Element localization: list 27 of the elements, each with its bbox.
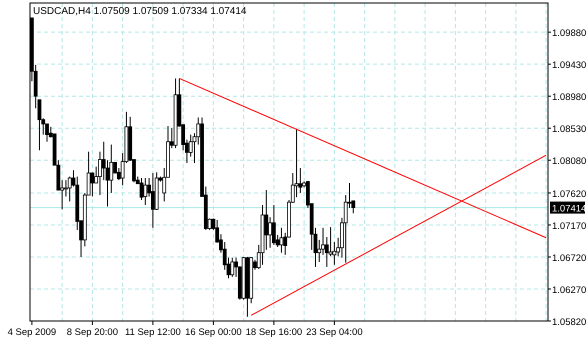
y-tick-label: 1.06270	[552, 284, 586, 296]
chart-title: USDCAD,H4 1.07509 1.07509 1.07334 1.07414	[33, 6, 247, 17]
y-tick-label: 1.06720	[552, 252, 586, 264]
candlestick	[268, 216, 272, 248]
y-tick-label: 1.08530	[552, 124, 586, 136]
ref-line-label: 1.07414	[552, 204, 586, 215]
y-tick-label: 1.05820	[552, 317, 586, 328]
x-tick-label: 4 Sep 2009	[8, 327, 56, 338]
y-tick-label: 1.08980	[552, 92, 586, 104]
candlestick	[140, 178, 144, 201]
y-tick-label: 1.08080	[552, 156, 586, 168]
y-tick-label: 1.07620	[552, 188, 586, 200]
candlestick	[64, 180, 68, 198]
y-tick-label: 1.09880	[552, 28, 586, 40]
candlestick	[280, 227, 284, 254]
x-tick-label: 18 Sep 16:00	[246, 327, 302, 338]
candlestick	[272, 204, 276, 246]
candlestick	[143, 178, 148, 206]
candlestick	[230, 257, 234, 278]
x-tick-label: 8 Sep 20:00	[66, 327, 118, 338]
candlestick	[264, 190, 268, 250]
x-tick-label: 16 Sep 00:00	[185, 327, 242, 338]
x-tick-label: 11 Sep 12:00	[124, 327, 181, 338]
y-tick-label: 1.09430	[552, 60, 586, 72]
y-tick-label: 1.07170	[552, 220, 586, 232]
candlestick	[150, 172, 155, 228]
x-tick-label: 23 Sep 04:00	[306, 327, 363, 338]
